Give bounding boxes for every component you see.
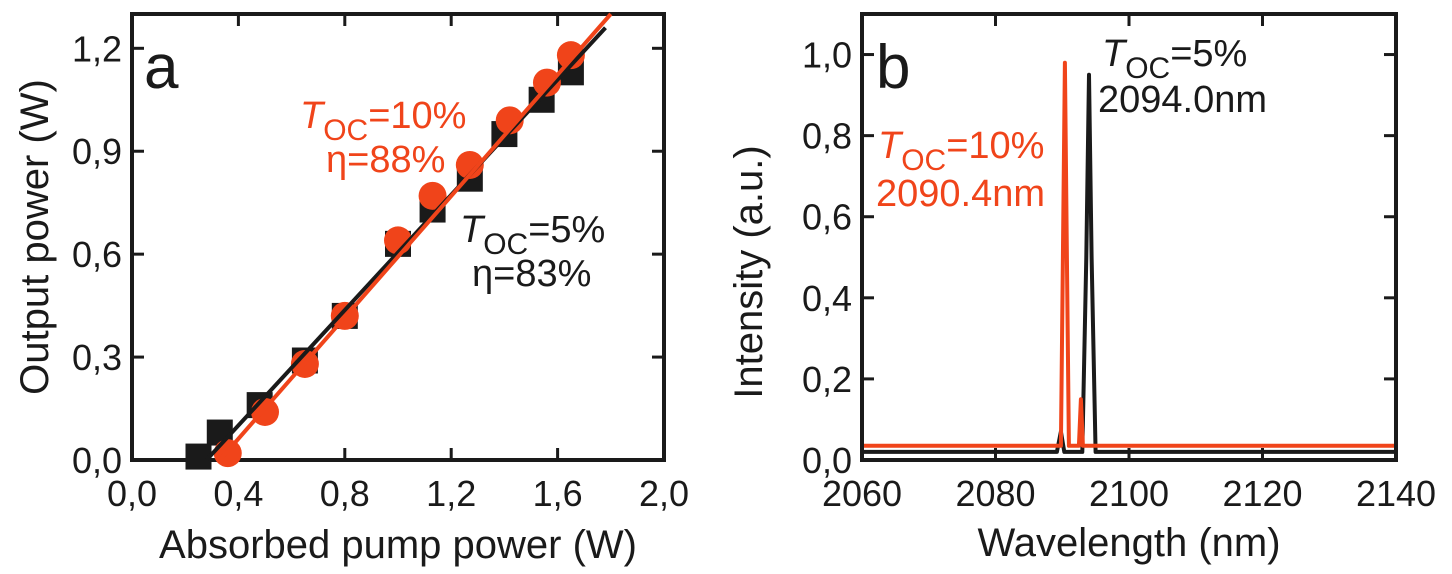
annotation-b-toc10: TOC=10% <box>878 125 1044 177</box>
x-tick-label: 1,6 <box>533 473 583 514</box>
annotation-a-toc5-value: =5% <box>528 209 605 251</box>
panel-a: 0,0 0,3 0,6 0,9 1,2 0,0 0,4 0,8 1,2 1,6 2,0 a Abs… <box>13 12 689 567</box>
annotation-a-toc10-value: =10% <box>368 95 466 137</box>
panel-a-frame <box>130 12 666 462</box>
data-point-circle <box>532 68 561 97</box>
y-tick-label: 0,2 <box>802 359 852 400</box>
panel-b-x-ticks: 2060 2080 2100 2120 2140 <box>822 14 1436 514</box>
x-tick-label: 0,4 <box>213 473 263 514</box>
x-tick-label: 2140 <box>1356 473 1436 514</box>
data-point-circle <box>418 181 447 210</box>
x-tick-label: 1,2 <box>426 473 476 514</box>
panel-b-y-axis-title: Intensity (a.u.) <box>727 145 771 398</box>
annotation-b-toc5-T: T <box>1102 33 1128 75</box>
data-point-circle <box>556 41 585 70</box>
panel-a-fit-lines <box>205 12 613 462</box>
annotation-b-wl10: 2090.4nm <box>876 173 1045 215</box>
y-tick-label: 0,4 <box>802 278 852 319</box>
panel-b-spectra <box>862 60 1396 454</box>
x-tick-label: 0,8 <box>320 473 370 514</box>
panel-a-x-ticks: 0,0 0,4 0,8 1,2 1,6 2,0 <box>107 14 689 514</box>
x-tick-label: 2080 <box>955 473 1035 514</box>
fit-line-toc5 <box>205 26 607 462</box>
x-tick-label: 0,0 <box>107 473 157 514</box>
y-tick-label: 0,6 <box>802 197 852 238</box>
annotation-a-toc10: TOC=10% <box>300 95 466 147</box>
annotation-b-toc5: TOC=5% <box>1102 33 1247 85</box>
spectrum-toc5 <box>862 72 1396 454</box>
panel-b: 0,00,20,40,60,81,0 2060 2080 2100 2120 2140 … <box>727 12 1436 565</box>
annotation-b-toc10-sub: OC <box>901 144 946 177</box>
annotation-a-toc10-sub: OC <box>323 114 368 147</box>
annotation-b-toc10-T: T <box>878 125 904 167</box>
panel-a-y-ticks: 0,0 0,3 0,6 0,9 1,2 <box>72 28 664 481</box>
y-tick-label: 0,9 <box>72 131 122 172</box>
y-tick-label: 0,8 <box>802 116 852 157</box>
fit-line-toc10 <box>218 12 613 462</box>
annotation-b-toc10-value: =10% <box>946 125 1044 167</box>
x-tick-label: 2100 <box>1089 473 1169 514</box>
x-tick-label: 2,0 <box>639 473 689 514</box>
y-tick-label: 1,0 <box>802 35 852 76</box>
panel-b-x-axis-title: Wavelength (nm) <box>977 521 1280 565</box>
y-tick-label: 0,3 <box>72 337 122 378</box>
annotation-a-toc5-sub: OC <box>483 228 528 261</box>
spectrum-toc10 <box>862 60 1396 448</box>
panel-b-letter: b <box>876 33 910 102</box>
panel-b-y-ticks: 0,0 0,2 0,4 0,6 0,8 1,0 <box>802 35 1396 481</box>
y-tick-label: 1,2 <box>72 28 122 69</box>
annotation-b-toc5-value: =5% <box>1170 33 1247 75</box>
y-tick-label: 0,6 <box>72 234 122 275</box>
annotation-a-toc5: TOC=5% <box>460 209 605 261</box>
annotation-a-toc10-T: T <box>300 95 326 137</box>
annotation-a-eta83: η=83% <box>472 253 591 295</box>
annotation-b-toc5-sub: OC <box>1125 52 1170 85</box>
annotation-b-wl: 2094.0nm <box>1098 79 1267 121</box>
annotation-a-eta88: η=88% <box>326 139 445 181</box>
data-point-circle <box>455 150 484 179</box>
panel-a-x-axis-title: Absorbed pump power (W) <box>159 523 637 567</box>
y-tick-label: 0,0 <box>802 440 852 481</box>
data-point-circle <box>495 106 524 135</box>
y-tick-label: 0,0 <box>72 440 122 481</box>
annotation-a-toc5-T: T <box>460 209 486 251</box>
x-tick-label: 2060 <box>822 473 902 514</box>
panel-a-y-axis-title: Output power (W) <box>13 79 57 395</box>
x-tick-label: 2120 <box>1222 473 1302 514</box>
panel-a-letter: a <box>144 33 179 102</box>
